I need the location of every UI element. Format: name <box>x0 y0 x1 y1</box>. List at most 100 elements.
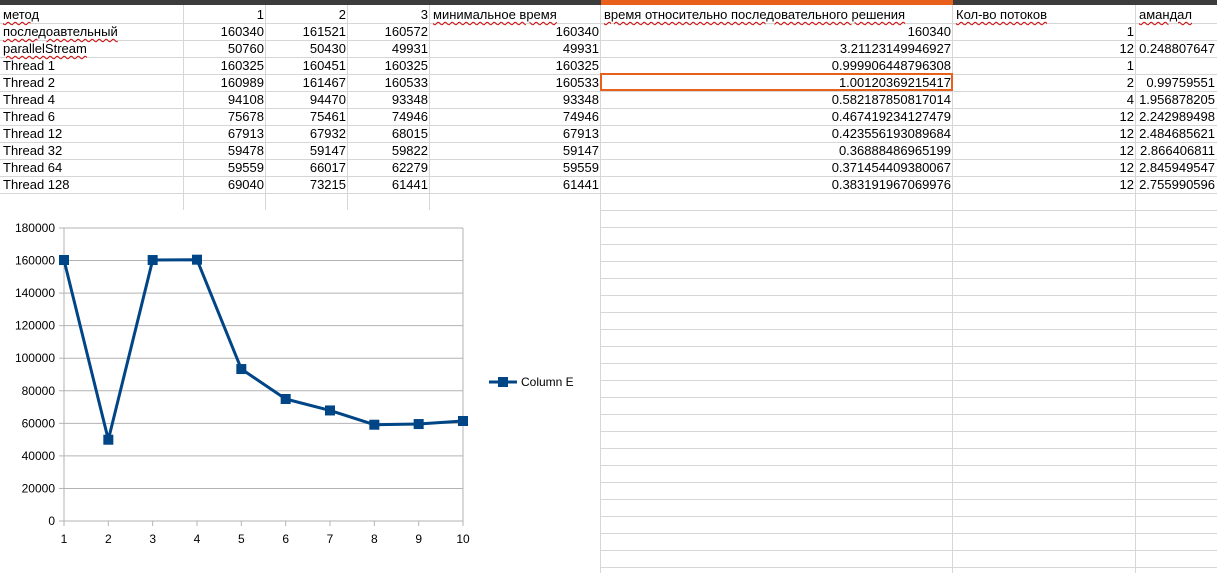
data-cell[interactable]: 69040 <box>227 177 264 192</box>
data-cell[interactable]: 68015 <box>391 126 428 141</box>
row-gridline <box>0 125 1217 126</box>
data-cell[interactable]: 160340 <box>220 24 264 39</box>
active-cell-cursor[interactable] <box>600 73 953 91</box>
data-cell[interactable]: 161521 <box>302 24 346 39</box>
data-cell[interactable]: 160451 <box>302 58 346 73</box>
data-cell[interactable]: 50760 <box>227 41 264 56</box>
column-header-bar[interactable] <box>0 0 1217 5</box>
data-cell[interactable]: Thread 128 <box>3 177 70 192</box>
row-gridline <box>0 244 1217 245</box>
data-cell[interactable]: 4 <box>1126 92 1134 107</box>
legend-marker <box>498 377 508 387</box>
data-cell[interactable]: 67913 <box>562 126 599 141</box>
data-cell[interactable]: 160325 <box>384 58 428 73</box>
header-cell[interactable]: 3 <box>420 7 428 22</box>
data-cell[interactable]: 93348 <box>391 92 428 107</box>
data-cell[interactable]: 61441 <box>562 177 599 192</box>
data-cell[interactable]: 12 <box>1119 126 1134 141</box>
data-cell[interactable]: 160989 <box>220 75 264 90</box>
selected-column-header[interactable] <box>601 0 953 5</box>
data-cell[interactable]: 2 <box>1126 75 1134 90</box>
data-cell[interactable]: 75678 <box>227 109 264 124</box>
data-cell[interactable]: 160533 <box>555 75 599 90</box>
data-cell[interactable]: 3.21123149946927 <box>839 41 951 56</box>
data-cell[interactable]: 12 <box>1119 160 1134 175</box>
data-cell[interactable]: 59478 <box>227 143 264 158</box>
data-cell[interactable]: 1 <box>1126 24 1134 39</box>
data-cell[interactable]: 12 <box>1119 41 1134 56</box>
data-cell[interactable]: 160572 <box>384 24 428 39</box>
data-cell[interactable]: последоавтельный <box>3 24 118 39</box>
data-cell[interactable]: 59147 <box>309 143 346 158</box>
data-cell[interactable]: 0.467419234127479 <box>831 109 951 124</box>
header-cell[interactable]: время относительно последовательного реш… <box>604 7 906 22</box>
x-tick-label: 8 <box>371 532 378 546</box>
data-cell[interactable]: 160325 <box>555 58 599 73</box>
data-cell[interactable]: 67913 <box>227 126 264 141</box>
data-cell[interactable]: 0.248807647 <box>1139 41 1215 56</box>
data-cell[interactable]: 0.99759551 <box>1146 75 1215 90</box>
data-cell[interactable]: 160340 <box>907 24 951 39</box>
data-cell[interactable]: 49931 <box>391 41 428 56</box>
data-cell[interactable]: 1.956878205 <box>1139 92 1215 107</box>
data-cell[interactable]: Thread 32 <box>3 143 63 158</box>
data-cell[interactable]: 75461 <box>309 109 346 124</box>
data-cell[interactable]: 94470 <box>309 92 346 107</box>
data-cell[interactable]: 160340 <box>555 24 599 39</box>
data-cell[interactable]: 160533 <box>384 75 428 90</box>
header-cell[interactable]: 2 <box>338 7 346 22</box>
data-cell[interactable]: 94108 <box>227 92 264 107</box>
data-cell[interactable]: 67932 <box>309 126 346 141</box>
data-cell[interactable]: 12 <box>1119 143 1134 158</box>
data-cell[interactable]: 74946 <box>562 109 599 124</box>
data-cell[interactable]: Thread 4 <box>3 92 56 107</box>
data-cell[interactable] <box>1136 23 1217 40</box>
data-cell[interactable]: 1 <box>1126 58 1134 73</box>
data-cell[interactable]: 59147 <box>562 143 599 158</box>
data-cell[interactable]: 49931 <box>562 41 599 56</box>
header-cell[interactable]: минимальное время <box>433 7 557 22</box>
data-cell[interactable]: 0.582187850817014 <box>831 92 951 107</box>
data-cell[interactable]: 50430 <box>309 41 346 56</box>
header-cell[interactable]: Кол-во потоков <box>956 7 1048 22</box>
data-cell[interactable]: 59822 <box>391 143 428 158</box>
data-cell[interactable]: 12 <box>1119 177 1134 192</box>
data-cell[interactable]: 0.383191967069976 <box>831 177 951 192</box>
data-cell[interactable]: 2.242989498 <box>1139 109 1215 124</box>
data-cell[interactable]: 73215 <box>309 177 346 192</box>
row-gridline <box>0 295 1217 296</box>
data-cell[interactable]: Thread 1 <box>3 58 56 73</box>
data-cell[interactable]: parallelStream <box>3 41 87 56</box>
header-cell[interactable]: 1 <box>256 7 264 22</box>
data-cell[interactable]: 2.866406811 <box>1140 143 1215 158</box>
data-cell[interactable]: 61441 <box>391 177 428 192</box>
data-cell[interactable]: Thread 2 <box>3 75 56 90</box>
data-cell[interactable]: 0.371454409380067 <box>831 160 951 175</box>
data-cell[interactable]: 62279 <box>391 160 428 175</box>
data-cell[interactable]: Thread 12 <box>3 126 63 141</box>
data-cell[interactable] <box>1136 57 1217 74</box>
data-cell[interactable]: 66017 <box>309 160 346 175</box>
header-cell[interactable]: амандал <box>1139 7 1192 22</box>
data-point-marker <box>192 254 202 265</box>
data-cell[interactable]: Thread 6 <box>3 109 56 124</box>
row-gridline <box>0 40 1217 41</box>
data-cell[interactable]: 2.484685621 <box>1139 126 1215 141</box>
data-cell[interactable]: 2.755990596 <box>1139 177 1215 192</box>
data-point-marker <box>369 419 380 430</box>
data-cell[interactable]: Thread 64 <box>3 160 63 175</box>
data-cell[interactable]: 12 <box>1119 109 1134 124</box>
data-cell[interactable]: 59559 <box>562 160 599 175</box>
data-cell[interactable]: 160325 <box>220 58 264 73</box>
data-cell[interactable]: 0.423556193089684 <box>831 126 951 141</box>
data-cell[interactable]: 0.36888486965199 <box>838 143 951 158</box>
data-cell[interactable]: 93348 <box>562 92 599 107</box>
data-cell[interactable]: 2.845949547 <box>1139 160 1215 175</box>
header-cell[interactable]: метод <box>3 7 40 22</box>
data-cell[interactable]: 1.00120369215417 <box>838 75 951 90</box>
data-cell[interactable]: 0.999906448796308 <box>831 58 951 73</box>
line-chart[interactable]: 0 20000 40000 60000 80000 100000 120000 140000 1… <box>0 210 600 573</box>
data-cell[interactable]: 59559 <box>227 160 264 175</box>
data-cell[interactable]: 161467 <box>302 75 346 90</box>
data-cell[interactable]: 74946 <box>391 109 428 124</box>
